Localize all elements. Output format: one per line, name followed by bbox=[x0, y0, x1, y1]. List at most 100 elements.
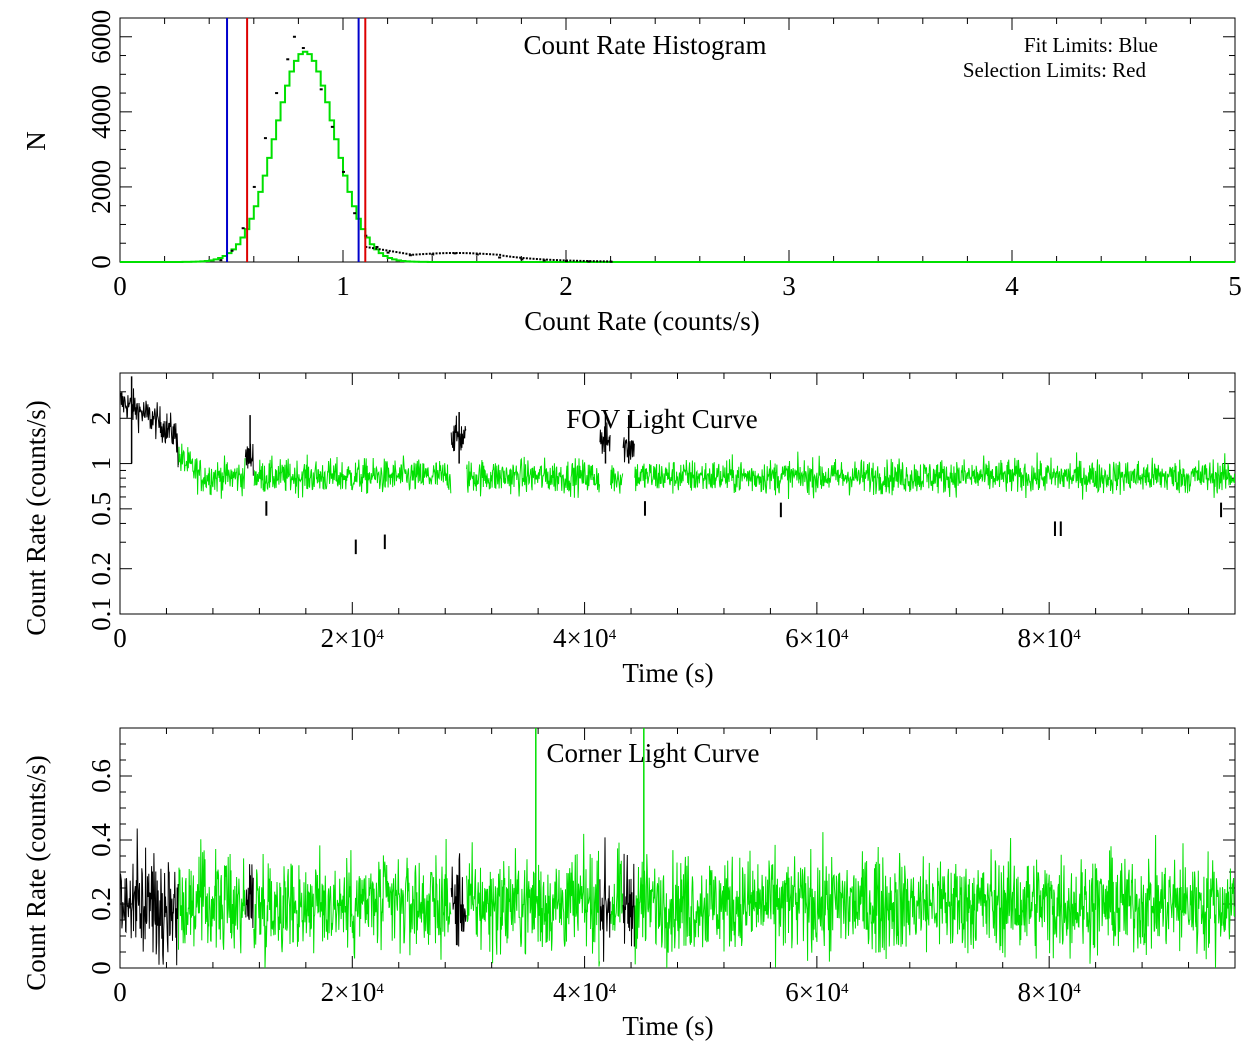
histogram-y-tick-label: 2000 bbox=[86, 160, 116, 214]
histogram-tail-point bbox=[368, 246, 371, 249]
histogram-tail-point bbox=[582, 259, 585, 262]
fov-x-tick-label: 0 bbox=[113, 623, 127, 653]
histogram-tail-point bbox=[422, 253, 425, 256]
histogram-tail-point bbox=[529, 257, 532, 260]
corner-ticks: 0 2×104 4×104 6×104 8×104 0 0.2 0.4 0.6 bbox=[86, 728, 1235, 1007]
histogram-tail-point bbox=[445, 252, 448, 255]
fit-limits-annotation: Fit Limits: Blue bbox=[1024, 33, 1158, 57]
histogram-tail-point bbox=[485, 253, 488, 256]
fov-marks bbox=[120, 376, 1235, 555]
histogram-tail-point bbox=[572, 259, 575, 262]
histogram-tail-point bbox=[562, 259, 565, 262]
histogram-y-tick-label: 0 bbox=[86, 255, 116, 269]
histogram-panel: 0 1 2 3 4 5 0 2000 4000 6000 Count Rate Histogram… bbox=[21, 10, 1242, 336]
histogram-data-point bbox=[286, 58, 290, 61]
histogram-tail-point bbox=[579, 259, 582, 262]
histogram-tail-point bbox=[569, 259, 572, 262]
histogram-tail-point bbox=[452, 251, 455, 254]
histogram-tail-point bbox=[412, 253, 415, 256]
histogram-data-point bbox=[475, 253, 479, 256]
histogram-tail-point bbox=[596, 260, 599, 263]
corner-y-tick-label: 0 bbox=[86, 961, 116, 975]
histogram-x-tick-label: 1 bbox=[336, 271, 350, 301]
histogram-tail-point bbox=[609, 260, 612, 263]
corner-x-tick-label: 6×104 bbox=[785, 977, 849, 1007]
histogram-x-tick-label: 4 bbox=[1005, 271, 1019, 301]
histogram-data-point bbox=[252, 185, 256, 188]
corner-y-tick-label: 0.2 bbox=[86, 887, 116, 921]
histogram-data-point bbox=[587, 260, 591, 263]
histogram-marks bbox=[120, 18, 1235, 263]
corner-x-tick-label: 4×104 bbox=[553, 977, 617, 1007]
histogram-tail-point bbox=[375, 247, 378, 250]
corner-x-tick-label: 2×104 bbox=[321, 977, 385, 1007]
fov-y-tick-label: 0.1 bbox=[86, 597, 116, 631]
fov-x-tick-label: 8×104 bbox=[1018, 623, 1082, 653]
histogram-tail-point bbox=[525, 257, 528, 260]
histogram-tail-point bbox=[515, 256, 518, 259]
histogram-tail-point bbox=[428, 252, 431, 255]
corner-light-curve-panel: 0 2×104 4×104 6×104 8×104 0 0.2 0.4 0.6 Corner L… bbox=[21, 727, 1236, 1041]
fov-x-tick-label: 6×104 bbox=[785, 623, 849, 653]
histogram-data-point bbox=[375, 245, 379, 248]
histogram-tail-point bbox=[435, 252, 438, 255]
histogram-data-point bbox=[498, 256, 502, 259]
histogram-data-point bbox=[453, 252, 457, 255]
histogram-tail-point bbox=[535, 258, 538, 261]
corner-x-tick-label: 8×104 bbox=[1018, 977, 1082, 1007]
histogram-tail-point bbox=[589, 260, 592, 263]
histogram-tail-point bbox=[398, 251, 401, 254]
histogram-data-point bbox=[342, 170, 345, 173]
histogram-tail-point bbox=[448, 252, 451, 255]
histogram-tail-point bbox=[418, 253, 421, 256]
fov-x-tick-label: 4×104 bbox=[553, 623, 617, 653]
histogram-tail-point bbox=[385, 249, 388, 252]
histogram-tail-point bbox=[442, 252, 445, 255]
histogram-tail-point bbox=[542, 258, 545, 261]
selection-limits-annotation: Selection Limits: Red bbox=[963, 58, 1147, 82]
histogram-tail-point bbox=[382, 248, 385, 251]
histogram-data-point bbox=[353, 212, 357, 215]
fov-title: FOV Light Curve bbox=[566, 404, 758, 434]
histogram-y-tick-label: 4000 bbox=[86, 85, 116, 139]
histogram-model-curve bbox=[120, 50, 1235, 263]
corner-y-axis-label: Count Rate (counts/s) bbox=[21, 755, 51, 990]
histogram-tail-point bbox=[489, 253, 492, 256]
histogram-data-point bbox=[542, 259, 546, 262]
corner-x-tick-label: 0 bbox=[113, 977, 127, 1007]
histogram-tail-point bbox=[552, 258, 555, 261]
histogram-tail-point bbox=[458, 252, 461, 255]
fov-y-tick-label: 1 bbox=[86, 457, 116, 471]
fov-y-tick-label: 0.5 bbox=[86, 492, 116, 526]
corner-x-axis-label: Time (s) bbox=[622, 1011, 713, 1041]
fov-ticks: 0 2×104 4×104 6×104 8×104 0.1 0.2 0.5 1 2 bbox=[86, 372, 1235, 653]
histogram-tail-point bbox=[566, 259, 568, 262]
fov-y-tick-label: 0.2 bbox=[86, 552, 116, 586]
histogram-tail-point bbox=[482, 252, 485, 255]
histogram-tail-point bbox=[502, 254, 505, 257]
histogram-tail-point bbox=[532, 257, 535, 260]
histogram-tail-point bbox=[468, 252, 471, 255]
histogram-tail-point bbox=[405, 252, 408, 255]
histogram-tail-point bbox=[465, 252, 468, 255]
histogram-data-point bbox=[319, 88, 323, 91]
histogram-x-tick-label: 3 bbox=[782, 271, 796, 301]
corner-marks bbox=[120, 728, 1235, 968]
fov-series-good bbox=[178, 443, 1235, 500]
histogram-x-tick-label: 5 bbox=[1228, 271, 1242, 301]
histogram-tail-point bbox=[472, 252, 475, 255]
corner-series-good bbox=[178, 832, 1235, 968]
histogram-tail-point bbox=[495, 253, 498, 256]
corner-title: Corner Light Curve bbox=[547, 738, 760, 768]
histogram-tail-point bbox=[371, 247, 374, 250]
histogram-tail-point bbox=[499, 253, 502, 256]
fov-y-tick-label: 2 bbox=[86, 412, 116, 426]
histogram-tail-point bbox=[555, 259, 558, 262]
histogram-tail-point bbox=[602, 260, 605, 263]
fov-x-tick-label: 2×104 bbox=[321, 623, 385, 653]
histogram-tail-point bbox=[395, 251, 398, 254]
histogram-tail-point bbox=[545, 258, 548, 261]
fov-y-axis-label: Count Rate (counts/s) bbox=[21, 400, 51, 635]
histogram-tail-point bbox=[402, 252, 405, 255]
